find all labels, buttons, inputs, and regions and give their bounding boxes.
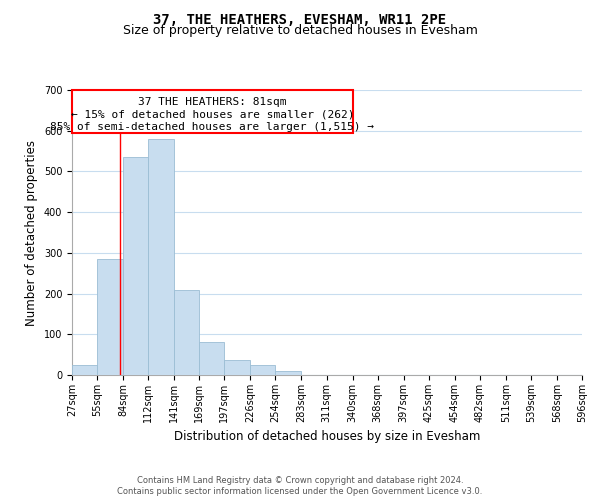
Text: Contains HM Land Registry data © Crown copyright and database right 2024.: Contains HM Land Registry data © Crown c… <box>137 476 463 485</box>
Text: 37, THE HEATHERS, EVESHAM, WR11 2PE: 37, THE HEATHERS, EVESHAM, WR11 2PE <box>154 12 446 26</box>
Text: 85% of semi-detached houses are larger (1,515) →: 85% of semi-detached houses are larger (… <box>50 122 374 132</box>
Bar <box>72 365 97 375</box>
Y-axis label: Number of detached properties: Number of detached properties <box>25 140 38 326</box>
Text: 37 THE HEATHERS: 81sqm: 37 THE HEATHERS: 81sqm <box>138 97 287 107</box>
Bar <box>275 371 301 375</box>
Bar <box>250 365 275 375</box>
FancyBboxPatch shape <box>72 90 353 132</box>
Bar <box>123 157 148 375</box>
Bar <box>199 342 224 375</box>
Text: Contains public sector information licensed under the Open Government Licence v3: Contains public sector information licen… <box>118 487 482 496</box>
Bar <box>97 259 123 375</box>
X-axis label: Distribution of detached houses by size in Evesham: Distribution of detached houses by size … <box>174 430 480 444</box>
Bar <box>224 360 250 375</box>
Text: ← 15% of detached houses are smaller (262): ← 15% of detached houses are smaller (26… <box>71 110 354 120</box>
Bar <box>174 290 199 375</box>
Text: Size of property relative to detached houses in Evesham: Size of property relative to detached ho… <box>122 24 478 37</box>
Bar <box>148 139 174 375</box>
